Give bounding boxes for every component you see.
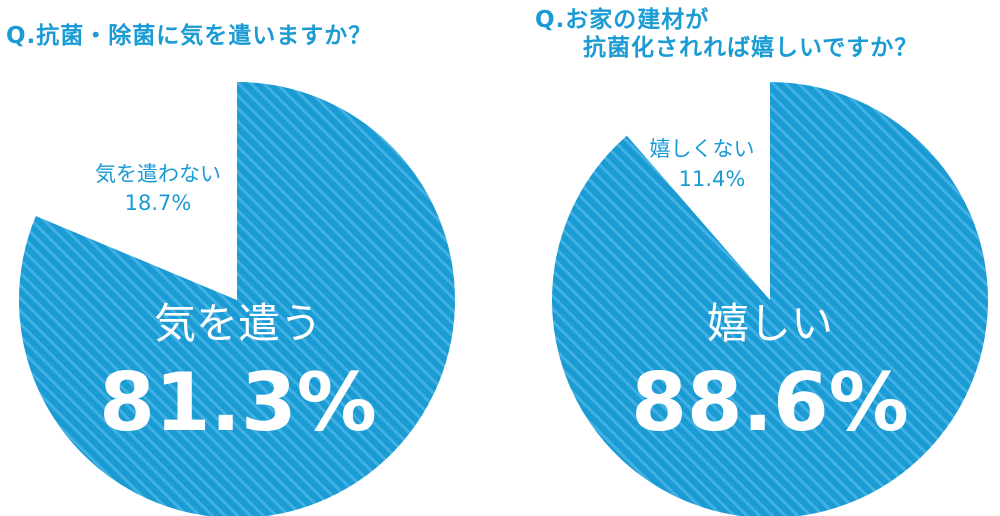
chart-2-title-line-2: 抗菌化されれば嬉しいですか？ xyxy=(583,35,919,61)
slice-label-ki-wo-tsukawanai: 気を遣わない xyxy=(95,162,221,186)
pie-chart-2: 嬉しくない 11.4% 嬉しい 88.6% xyxy=(552,82,988,516)
slice-value-ureshikunai: 11.4% xyxy=(679,167,746,191)
pie-slice-ki-wo-tsukawanai xyxy=(35,82,237,300)
slice-label-ureshikunai: 嬉しくない xyxy=(650,137,755,161)
pie-slice-ki-wo-tsukau xyxy=(19,82,455,516)
pie-chart-1: 気を遣わない 18.7% 気を遣う 81.3% xyxy=(19,82,455,516)
slice-value-ki-wo-tsukau: 81.3% xyxy=(99,356,377,449)
chart-2-title-line-1: Q.お家の建材が xyxy=(535,7,710,33)
chart-2-title: Q.お家の建材が 抗菌化されれば嬉しいですか？ xyxy=(535,6,918,62)
slice-value-ureshii: 88.6% xyxy=(631,356,909,449)
pie-slice-ureshikunai xyxy=(626,82,770,300)
slice-label-ki-wo-tsukau: 気を遣う xyxy=(154,299,322,348)
slice-label-ureshii: 嬉しい xyxy=(707,299,833,348)
slice-value-ki-wo-tsukawanai: 18.7% xyxy=(125,191,192,215)
pie-slice-ureshii xyxy=(552,82,988,516)
chart-1-title: Q.抗菌・除菌に気を遣いますか？ xyxy=(6,23,373,49)
